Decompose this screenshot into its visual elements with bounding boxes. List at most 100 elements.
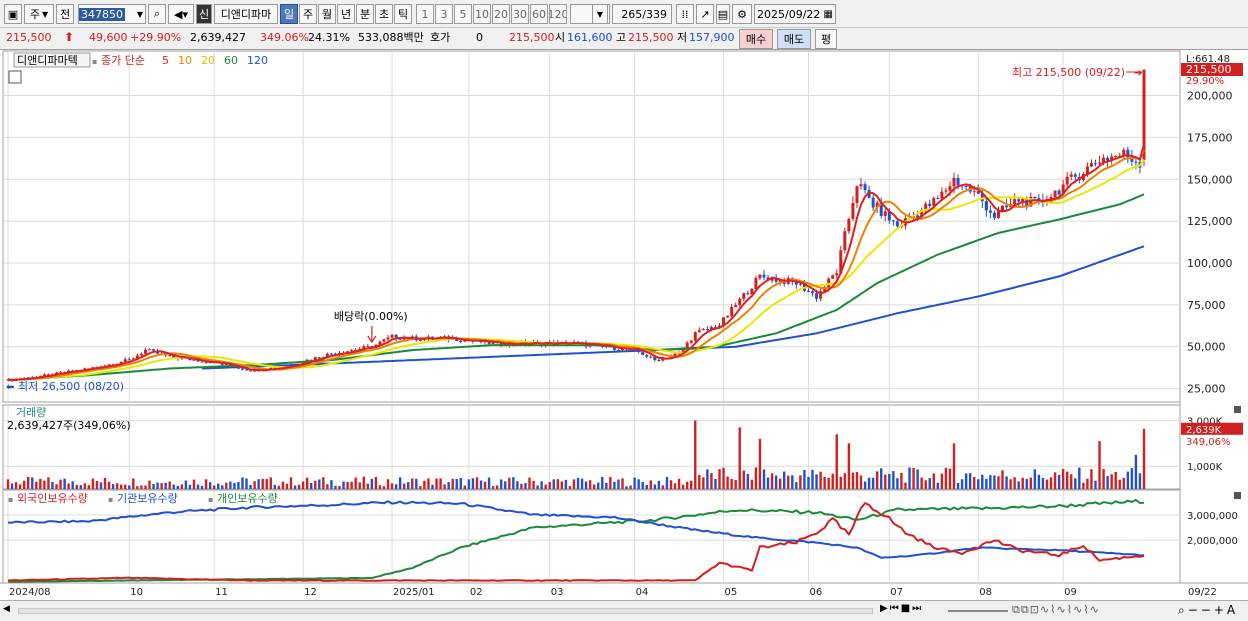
volume-bar xyxy=(770,473,774,489)
volume-bar xyxy=(685,481,689,489)
candle-body xyxy=(1089,163,1093,167)
volume-bar xyxy=(993,475,996,489)
candle-body xyxy=(1005,205,1009,208)
volume-bar xyxy=(673,483,677,489)
arrow-diagonal-icon[interactable]: ↗ xyxy=(696,4,714,24)
prev-button[interactable]: 전 xyxy=(56,4,74,24)
candle-body xyxy=(1106,157,1110,161)
candle-body xyxy=(152,349,156,351)
buy-button[interactable]: 매수 xyxy=(739,29,773,49)
candle-body xyxy=(329,353,333,355)
interval-tab[interactable]: 120 xyxy=(549,4,567,24)
candle-body xyxy=(875,202,879,208)
interval-tab[interactable]: 1 xyxy=(416,4,434,24)
candle-body xyxy=(1017,199,1021,202)
volume-bar xyxy=(55,484,58,489)
volume-bar xyxy=(305,477,309,489)
volume-bar xyxy=(285,483,289,489)
playback-controls[interactable]: ▶⏮■⏭ xyxy=(880,603,924,614)
candle-body xyxy=(168,355,172,357)
candle-body xyxy=(891,220,895,222)
current-price: 215,500 xyxy=(6,31,52,44)
volume-bar xyxy=(103,477,107,489)
candle-body xyxy=(147,349,151,351)
candle-body xyxy=(883,211,887,216)
avg-button[interactable]: 평 xyxy=(815,29,837,49)
volume-bar xyxy=(597,482,600,489)
period-tab[interactable]: 일 xyxy=(280,4,298,24)
volume-bar xyxy=(584,481,588,489)
dividend-arrow xyxy=(367,326,377,344)
open-label: 시 xyxy=(555,31,566,44)
volume-bar xyxy=(407,482,410,489)
volume-bar xyxy=(136,486,139,489)
interval-tab[interactable]: 60 xyxy=(530,4,548,24)
interval-tab[interactable]: 20 xyxy=(492,4,510,24)
volume-bar xyxy=(59,479,62,489)
save-icon[interactable]: ▤ xyxy=(716,4,730,24)
market-label: 주 xyxy=(29,8,40,21)
interval-tab[interactable]: 5 xyxy=(454,4,472,24)
bar-count-field[interactable]: 265/339 xyxy=(612,4,672,24)
search-icon[interactable]: ⌕ xyxy=(148,4,166,24)
period-tab[interactable]: 년 xyxy=(337,4,355,24)
volume-bar xyxy=(435,478,438,489)
period-tab[interactable]: 월 xyxy=(318,4,336,24)
sell-button[interactable]: 매도 xyxy=(777,29,811,49)
chevron-down-icon[interactable]: ▼ xyxy=(592,4,608,24)
volume-bar xyxy=(576,478,580,489)
candle-body xyxy=(616,349,620,351)
interval-tab[interactable]: 10 xyxy=(473,4,491,24)
interval-tab[interactable]: 3 xyxy=(435,4,453,24)
calculator-icon xyxy=(8,70,22,84)
drawing-tools-icon[interactable]: ⧉⧉⊡∿⌇∿⌇∿⌇∿ xyxy=(1012,603,1100,616)
window-icon[interactable]: ▣ xyxy=(4,4,22,24)
volume-bar xyxy=(1094,480,1097,489)
zoom-controls-icon[interactable]: ⌕−−+A xyxy=(1178,603,1239,617)
ma5-line xyxy=(7,143,1145,381)
candle-body xyxy=(1057,190,1061,195)
volume-bar xyxy=(1013,477,1016,489)
volume-bar xyxy=(1025,478,1028,489)
candle-body xyxy=(1065,176,1069,185)
horizontal-scrollbar[interactable] xyxy=(18,608,873,614)
volume-bar xyxy=(532,480,535,489)
period-tab[interactable]: 주 xyxy=(299,4,317,24)
zoom-slider[interactable] xyxy=(948,610,1008,612)
candle-body xyxy=(936,198,940,200)
candle-body xyxy=(839,250,843,274)
volume-bar xyxy=(334,485,337,489)
volume-bar xyxy=(346,481,349,489)
stock-code-input[interactable]: 347850 ▼ xyxy=(78,4,146,24)
volume-bar xyxy=(973,476,976,489)
market-select[interactable]: 주 ▼ xyxy=(24,4,54,24)
candle-body xyxy=(673,353,677,356)
date-field[interactable]: 2025/09/22 ▦ xyxy=(754,4,836,24)
volume-bar xyxy=(35,481,38,489)
period-tab[interactable]: 틱 xyxy=(394,4,412,24)
grid-icon[interactable]: ⁞⁞ xyxy=(676,4,694,24)
volume-bar xyxy=(730,478,733,489)
stock-chart[interactable]: 25,000 50,000 75,000 100,000 125,000 150,000 1… xyxy=(0,50,1248,600)
volume-bar xyxy=(629,485,632,489)
volume-bar xyxy=(184,480,188,489)
gear-icon[interactable]: ⚙ xyxy=(732,4,752,24)
interval-tab[interactable]: 30 xyxy=(511,4,529,24)
candle-body xyxy=(1033,196,1037,199)
candle-body xyxy=(224,363,228,365)
volume-bar xyxy=(455,478,458,489)
candle-body xyxy=(127,359,131,361)
scroll-left-icon[interactable]: ◀ xyxy=(3,604,10,614)
volume-bar xyxy=(536,485,539,489)
speaker-icon[interactable]: ◀▾ xyxy=(168,4,194,24)
volume-bar xyxy=(665,476,669,489)
volume-bar xyxy=(67,483,70,489)
candle-body xyxy=(992,212,996,218)
candle-body xyxy=(1122,149,1126,156)
volume-bar xyxy=(746,473,750,489)
period-tab[interactable]: 초 xyxy=(375,4,393,24)
stock-name-field[interactable]: 디앤디파마 xyxy=(214,4,278,24)
period-tab[interactable]: 분 xyxy=(356,4,374,24)
candle-body xyxy=(1029,196,1033,207)
volume-bar xyxy=(354,477,357,489)
